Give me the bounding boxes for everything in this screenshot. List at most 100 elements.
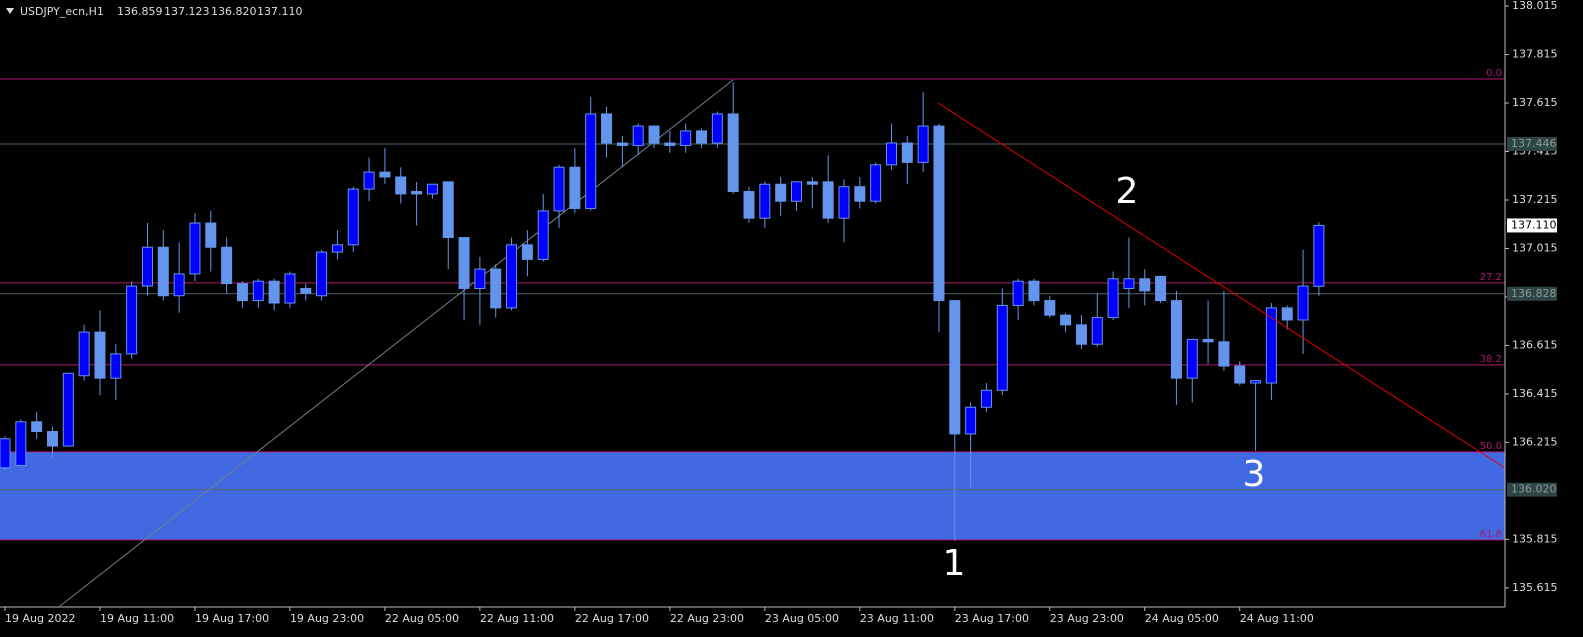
x-tick-label: 19 Aug 23:00 [290,612,364,625]
candle-body [854,186,866,202]
candle-body [379,171,391,178]
candle-body [1060,314,1072,326]
x-tick-label: 22 Aug 23:00 [670,612,744,625]
candle-body [1155,275,1167,302]
candle-body [1139,278,1151,292]
x-tick-label: 24 Aug 05:00 [1145,612,1219,625]
candle-body [1234,365,1246,384]
candle-body [616,142,628,146]
x-tick-label: 22 Aug 05:00 [385,612,459,625]
y-tick-label: 138.015 [1512,0,1558,12]
header-low: 136.820 [211,5,257,18]
candle-body [189,222,201,275]
x-tick-label: 22 Aug 17:00 [575,612,649,625]
candle-body [743,191,755,219]
candle-body [1281,307,1293,321]
candle-body [933,125,945,302]
candle-body [965,406,977,435]
candle-body [885,142,897,166]
candle-body [1202,338,1214,343]
candle-body [331,244,343,253]
x-tick-label: 19 Aug 2022 [5,612,75,625]
candle-body [205,222,217,248]
candle-body [157,246,169,297]
candle-body [696,130,708,144]
candle-body [727,113,739,193]
candle-body [442,181,454,239]
fib-base-line [59,79,734,607]
candles [0,82,1325,541]
x-tick-label: 23 Aug 05:00 [765,612,839,625]
x-tick-label: 23 Aug 17:00 [955,612,1029,625]
candle-body [347,188,359,246]
annotation: 1 [943,543,966,584]
y-tick-label: 135.815 [1512,532,1558,545]
candle-body [901,142,913,163]
y-tick-label: 137.215 [1512,193,1558,206]
menu-triangle[interactable] [6,8,14,14]
candle-body [1186,338,1198,379]
header-close: 137.110 [257,5,303,18]
y-tick-label: 136.615 [1512,338,1558,351]
candle-body [126,285,138,355]
current-price-label: 137.110 [1511,218,1557,231]
trend-line [937,102,1506,469]
candle-body [870,164,882,202]
candle-body [474,268,486,289]
candle-body [601,113,613,144]
fib-label: 61.8 [1480,529,1502,540]
fib-label: 50.0 [1480,441,1502,452]
candle-body [506,244,518,309]
candle-body [316,251,328,297]
candle-body [775,183,787,202]
y-tick-label: 135.615 [1512,581,1558,594]
candle-body [284,273,296,304]
candle-body [1012,280,1024,306]
candle-body [711,113,723,144]
x-tick-label: 19 Aug 17:00 [195,612,269,625]
candle-body [759,183,771,219]
y-tick-label: 137.015 [1512,241,1558,254]
candle-body [537,210,549,260]
candle-body [490,268,502,309]
candle-body [632,125,644,146]
candle-body [1044,300,1056,316]
x-tick-label: 24 Aug 11:00 [1240,612,1314,625]
candle-body [141,246,153,287]
symbol: USDJPY_ecn,H1 [20,5,104,18]
candle-body [1091,317,1103,345]
candle-body [46,430,58,447]
candle-body [395,176,407,195]
candle-body [1170,300,1182,379]
candle-body [664,142,676,146]
candle-body [822,181,834,219]
candle-body [268,280,280,304]
x-tick-label: 19 Aug 11:00 [100,612,174,625]
candle-body [221,246,233,285]
candle-body [585,113,597,209]
candle-body [648,125,660,144]
level-price-label: 136.828 [1511,287,1557,300]
fib-label: 27.2 [1480,272,1502,283]
candle-body [949,300,961,435]
candle-body [411,191,423,195]
candle-body [1107,278,1119,319]
candle-body [917,125,929,163]
candle-body [1297,285,1309,321]
candle-body [458,237,470,289]
candle-body [1250,380,1262,384]
candle-body [1313,224,1325,287]
candle-body [1218,341,1230,367]
candle-body [838,186,850,219]
fib-label: 0.0 [1486,68,1502,79]
candle-body [1265,307,1277,384]
y-tick-label: 137.615 [1512,96,1558,109]
candle-body [426,183,438,195]
candle-body [980,389,992,408]
x-tick-label: 22 Aug 11:00 [480,612,554,625]
candle-body [680,130,692,146]
candle-body [806,181,818,185]
level-price-label: 137.446 [1511,137,1557,150]
